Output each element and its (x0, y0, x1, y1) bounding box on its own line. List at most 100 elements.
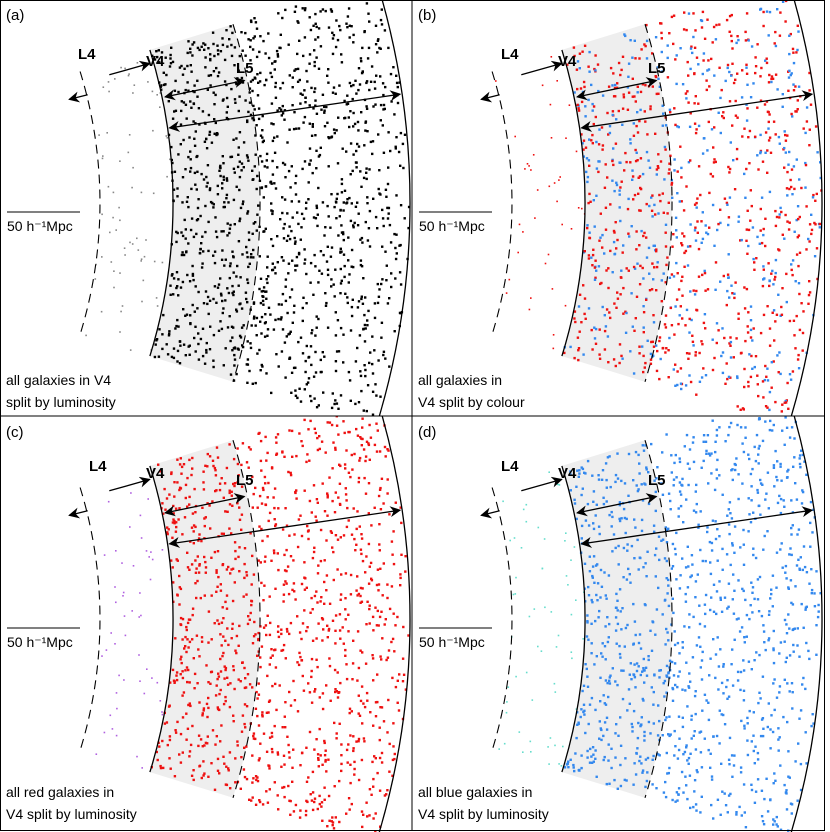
galaxy-point (386, 182, 390, 186)
galaxy-point (325, 589, 328, 592)
galaxy-point (726, 679, 729, 682)
galaxy-point (191, 467, 194, 470)
galaxy-point (344, 648, 347, 652)
galaxy-point (157, 355, 161, 358)
galaxy-point (751, 226, 755, 229)
galaxy-point (692, 460, 696, 464)
galaxy-point (354, 549, 357, 552)
galaxy-point (368, 20, 371, 23)
galaxy-point (230, 494, 233, 497)
galaxy-point (664, 598, 667, 602)
galaxy-point (380, 477, 384, 480)
galaxy-point (271, 173, 275, 176)
galaxy-point (772, 283, 775, 286)
galaxy-point (264, 555, 267, 558)
galaxy-point (283, 763, 286, 766)
galaxy-point (788, 436, 792, 439)
galaxy-point (177, 518, 180, 521)
l5-depth-arrow (580, 506, 814, 548)
galaxy-point (283, 341, 287, 344)
galaxy-point (748, 709, 751, 713)
galaxy-point (762, 227, 765, 231)
galaxy-point (638, 633, 642, 636)
galaxy-point (638, 462, 641, 465)
galaxy-point (173, 170, 177, 173)
galaxy-point (310, 799, 314, 802)
galaxy-point (615, 642, 618, 645)
galaxy-point (242, 324, 245, 327)
galaxy-point (204, 571, 207, 574)
galaxy-point (301, 319, 304, 323)
galaxy-point (777, 727, 780, 730)
galaxy-point (273, 136, 276, 139)
galaxy-point (638, 352, 641, 355)
galaxy-point (333, 785, 336, 788)
galaxy-point (560, 765, 563, 767)
galaxy-point (222, 532, 225, 535)
galaxy-point (192, 120, 195, 123)
galaxy-point (702, 52, 706, 55)
galaxy-point (187, 242, 190, 245)
galaxy-point (370, 579, 374, 582)
galaxy-point (324, 749, 327, 752)
galaxy-point (189, 150, 192, 153)
galaxy-point (211, 31, 215, 34)
galaxy-point (221, 37, 224, 40)
galaxy-point (304, 370, 307, 374)
galaxy-point (557, 483, 559, 486)
galaxy-point (791, 193, 794, 196)
galaxy-point (807, 293, 811, 297)
galaxy-point (611, 550, 614, 553)
galaxy-point (338, 613, 342, 616)
galaxy-point (756, 488, 759, 492)
galaxy-point (252, 37, 255, 40)
galaxy-point (641, 769, 645, 772)
galaxy-point (642, 449, 646, 452)
galaxy-point (626, 207, 630, 211)
galaxy-point (640, 529, 644, 533)
galaxy-point (261, 539, 264, 543)
galaxy-point (298, 816, 302, 819)
galaxy-point (294, 174, 298, 178)
galaxy-point (350, 453, 353, 457)
galaxy-point (184, 237, 187, 240)
galaxy-point (680, 242, 683, 245)
galaxy-point (380, 610, 383, 613)
galaxy-point (619, 186, 622, 189)
galaxy-point (703, 625, 707, 628)
galaxy-point (646, 771, 649, 774)
galaxy-point (760, 66, 763, 70)
galaxy-point (586, 226, 589, 230)
galaxy-point (308, 163, 311, 166)
galaxy-point (197, 332, 200, 335)
galaxy-point (685, 352, 689, 355)
galaxy-point (572, 46, 576, 49)
galaxy-point (652, 754, 655, 758)
galaxy-point (645, 779, 649, 783)
galaxy-point (723, 792, 726, 795)
galaxy-point (394, 246, 397, 250)
galaxy-point (621, 107, 625, 110)
galaxy-point (236, 462, 240, 466)
galaxy-point (401, 657, 405, 660)
galaxy-point (327, 68, 330, 71)
galaxy-point (379, 47, 382, 50)
galaxy-point (161, 549, 164, 551)
galaxy-point (334, 448, 337, 451)
galaxy-point (320, 805, 323, 808)
galaxy-point (587, 257, 591, 260)
galaxy-point (293, 304, 296, 307)
galaxy-point (573, 310, 577, 313)
galaxy-point (371, 615, 375, 619)
galaxy-point (699, 548, 702, 552)
galaxy-point (710, 549, 714, 552)
galaxy-point (600, 652, 603, 655)
galaxy-point (253, 108, 256, 111)
galaxy-point (123, 247, 126, 249)
galaxy-point (334, 816, 337, 819)
galaxy-point (362, 813, 365, 816)
galaxy-point (276, 55, 280, 58)
galaxy-point (587, 524, 591, 527)
galaxy-point (514, 593, 517, 595)
galaxy-point (679, 493, 683, 496)
